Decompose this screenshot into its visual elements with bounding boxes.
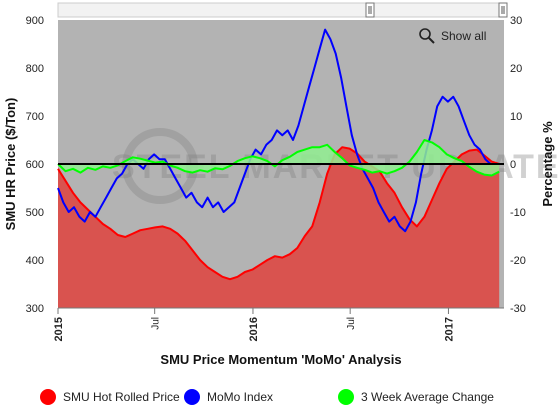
navigator-handle-right[interactable] [498, 2, 508, 18]
x-tick-label: Jul [346, 317, 357, 330]
legend-item-momo-index[interactable]: MoMo Index [184, 389, 273, 405]
y-axis-right: -30 -20 -10 0 10 20 30 [510, 15, 526, 315]
navigator-bar[interactable] [57, 2, 505, 18]
y-left-tick-label: 300 [26, 303, 44, 315]
show-all-label: Show all [441, 29, 486, 43]
legend-marker [40, 389, 56, 405]
y-axis-left: 300 400 500 600 700 800 900 [26, 15, 44, 315]
y-right-tick-label: 30 [510, 15, 522, 27]
zoom-icon-handle [428, 37, 435, 44]
navigator-handle-left[interactable] [365, 2, 375, 18]
legend: SMU Hot Rolled Price MoMo Index 3 Week Ave… [40, 389, 494, 405]
y-right-tick-label: 10 [510, 111, 522, 123]
legend-marker [338, 389, 354, 405]
x-tick-label: 2016 [248, 317, 260, 341]
x-axis: 2015 Jul 2016 Jul 2017 [53, 308, 455, 341]
y-left-tick-label: 700 [26, 111, 44, 123]
legend-item-3-week-average-change[interactable]: 3 Week Average Change [338, 389, 494, 405]
y-right-tick-label: -10 [510, 207, 526, 219]
legend-label: MoMo Index [207, 390, 273, 404]
y-left-tick-label: 600 [26, 159, 44, 171]
x-tick-label: 2015 [53, 317, 65, 341]
show-all-button[interactable]: Show all [419, 28, 486, 44]
y-left-tick-label: 800 [26, 63, 44, 75]
legend-item-smu-hot-rolled-price[interactable]: SMU Hot Rolled Price [40, 389, 180, 405]
legend-label: SMU Hot Rolled Price [63, 390, 180, 404]
y-axis-left-title: SMU HR Price ($/Ton) [3, 98, 18, 231]
x-tick-label: Jul [151, 317, 162, 330]
y-right-tick-label: -30 [510, 303, 526, 315]
y-left-tick-label: 500 [26, 207, 44, 219]
smu-hot-rolled-price-area [58, 147, 500, 308]
legend-label: 3 Week Average Change [361, 390, 494, 404]
y-left-tick-label: 900 [26, 15, 44, 27]
3-week-average-change-area [58, 140, 500, 176]
y-right-tick-label: 0 [510, 159, 516, 171]
chart-title: SMU Price Momentum 'MoMo' Analysis [160, 352, 401, 367]
y-left-tick-label: 400 [26, 255, 44, 267]
zoom-icon [419, 28, 431, 40]
y-right-tick-label: 20 [510, 63, 522, 75]
smu-hot-rolled-price-line [57, 146, 500, 281]
y-right-tick-label: -20 [510, 255, 526, 267]
x-tick-label: 2017 [443, 317, 455, 341]
legend-marker [184, 389, 200, 405]
y-axis-right-title: Percentage % [540, 121, 555, 207]
series-layer [57, 28, 500, 308]
